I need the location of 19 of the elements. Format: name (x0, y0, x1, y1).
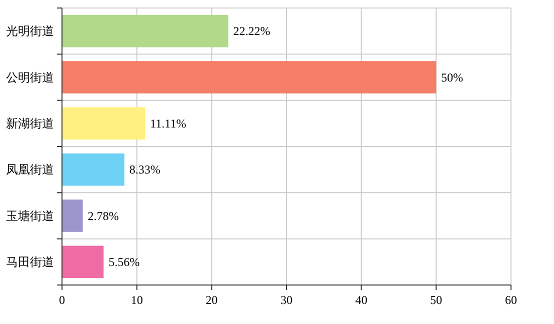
x-tick-label: 0 (59, 293, 65, 307)
y-tick-label: 新湖街道 (6, 116, 54, 130)
y-tick-label: 公明街道 (6, 70, 54, 84)
y-tick-label: 马田街道 (6, 254, 54, 269)
x-tick-label: 10 (130, 293, 143, 307)
data-label: 8.33% (129, 162, 160, 177)
y-tick-label: 凤凰街道 (6, 162, 54, 177)
y-tick-label: 光明街道 (6, 24, 54, 38)
x-tick-label: 40 (355, 293, 368, 307)
data-label: 11.11% (150, 116, 186, 130)
data-label: 2.78% (88, 208, 119, 223)
data-label: 22.22% (233, 24, 270, 38)
data-label: 5.56% (108, 254, 140, 269)
x-tick-label: 60 (505, 293, 517, 307)
x-tick-label: 30 (280, 293, 292, 307)
y-tick-label: 玉塘街道 (6, 208, 54, 223)
x-tick-label: 50 (430, 293, 442, 307)
data-label: 50% (441, 70, 464, 84)
x-tick-label: 20 (206, 293, 218, 307)
